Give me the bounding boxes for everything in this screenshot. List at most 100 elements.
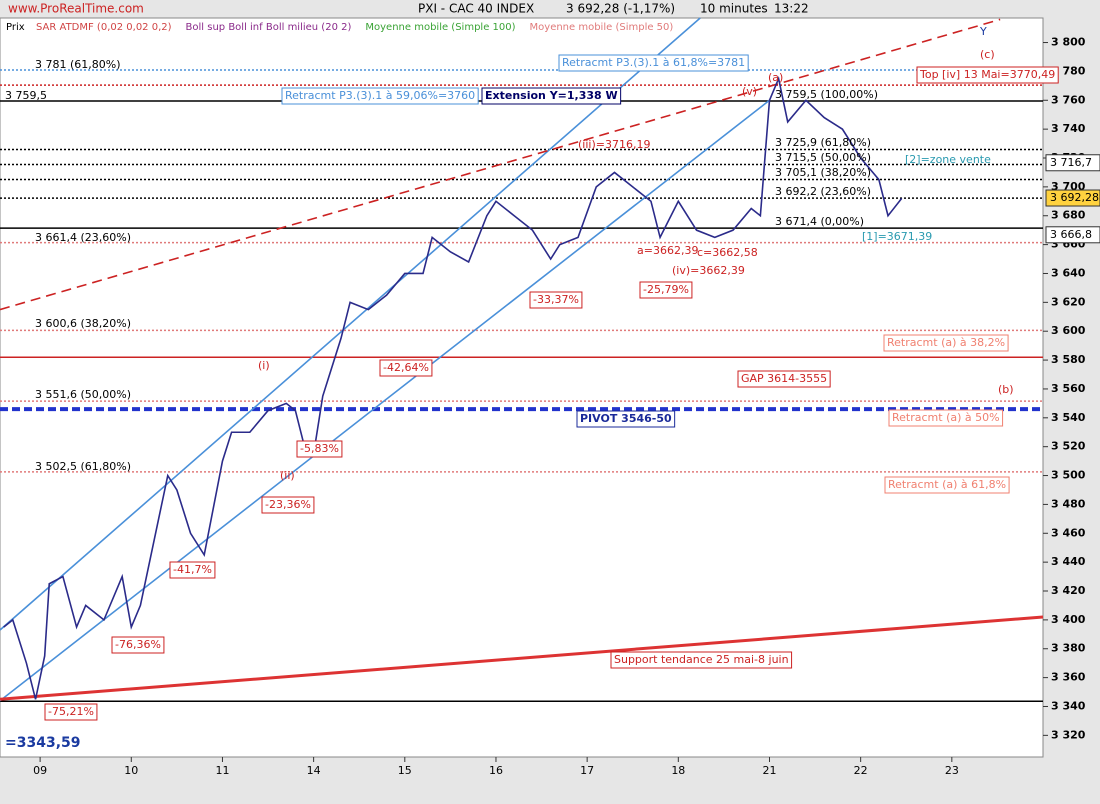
annotation-box xyxy=(558,54,749,72)
annotation-box xyxy=(737,370,831,388)
annotation: 3 671,4 (0,00%) xyxy=(775,215,864,228)
annotation: 3 725,9 (61,80%) xyxy=(775,136,871,149)
y-tick-label: 3 620 xyxy=(1051,295,1086,308)
annotation: Support tendance 25 mai-8 juin xyxy=(614,653,789,666)
annotation-box xyxy=(529,291,583,309)
annotation: Retracmt (a) à 61,8% xyxy=(888,478,1006,491)
y-tick-label: 3 460 xyxy=(1051,526,1086,539)
annotation: a=3662,39 xyxy=(637,244,698,257)
annotation: GAP 3614-3555 xyxy=(741,372,827,385)
annotation: -5,83% xyxy=(300,442,339,455)
annotation: 3 781 (61,80%) xyxy=(35,58,121,71)
y-tick-label: 3 800 xyxy=(1051,36,1086,49)
annotation: =3343,59 xyxy=(5,735,81,751)
annotation: (v) xyxy=(742,85,757,98)
price-line xyxy=(3,75,903,700)
x-tick-label: 22 xyxy=(854,764,868,777)
x-tick-label: 15 xyxy=(398,764,412,777)
y-tick-label: 3 400 xyxy=(1051,613,1086,626)
annotation-box xyxy=(884,476,1010,494)
price-box-label: 3 666,8 xyxy=(1050,228,1092,241)
annotation-box xyxy=(888,409,1004,427)
annotation: -23,36% xyxy=(265,498,311,511)
legend-entry: Boll sup Boll inf Boll milieu (20 2) xyxy=(186,22,352,33)
trend-line xyxy=(0,99,770,702)
annotation-box xyxy=(281,87,479,105)
annotation: 3 502,5 (61,80%) xyxy=(35,460,131,473)
price-box-label: 3 692,28 xyxy=(1050,191,1099,204)
x-tick-label: 10 xyxy=(124,764,138,777)
annotation: Retracmt (a) à 38,2% xyxy=(887,336,1005,349)
y-tick-label: 3 520 xyxy=(1051,440,1086,453)
y-tick-label: 3 600 xyxy=(1051,324,1086,337)
annotation: -75,21% xyxy=(48,705,94,718)
annotation-box xyxy=(261,496,315,514)
annotation: [1]=3671,39 xyxy=(862,230,932,243)
y-tick-label: 3 740 xyxy=(1051,122,1086,135)
plot-area xyxy=(0,17,1044,758)
price-label: Prix xyxy=(6,22,25,33)
annotation-box xyxy=(883,334,1009,352)
annotation: (ii) xyxy=(280,469,295,482)
y-tick-label: 3 580 xyxy=(1051,353,1086,366)
price-box-label: 3 716,7 xyxy=(1050,156,1092,169)
annotation: c=3662,58 xyxy=(697,246,758,259)
annotation: (b) xyxy=(998,383,1014,396)
y-tick-label: 3 540 xyxy=(1051,411,1086,424)
annotation-box xyxy=(639,281,693,299)
y-tick-label: 3 480 xyxy=(1051,497,1086,510)
annotation-box xyxy=(379,359,433,377)
price-box xyxy=(1045,226,1100,244)
y-tick-label: 3 360 xyxy=(1051,671,1086,684)
y-tick-label: 3 780 xyxy=(1051,64,1086,77)
legend-entry: Moyenne mobile (Simple 50) xyxy=(530,22,674,33)
annotation: 3 759,5 xyxy=(5,89,47,102)
trend-line xyxy=(0,17,701,631)
x-tick-label: 21 xyxy=(762,764,776,777)
annotation-box xyxy=(296,440,343,458)
x-tick-label: 09 xyxy=(33,764,47,777)
y-tick-label: 3 560 xyxy=(1051,382,1086,395)
annotation: -42,64% xyxy=(383,361,429,374)
time: 13:22 xyxy=(774,2,809,16)
annotation: 3 692,2 (23,60%) xyxy=(775,185,871,198)
annotation-box xyxy=(916,66,1059,84)
y-tick-label: 3 320 xyxy=(1051,728,1086,741)
annotation: Top [iv] 13 Mai=3770,49 xyxy=(919,68,1055,81)
price-box xyxy=(1045,189,1100,207)
annotation: Retracmt (a) à 50% xyxy=(892,411,1000,424)
site: www.ProRealTime.com xyxy=(8,2,144,16)
y-tick-label: 3 380 xyxy=(1051,642,1086,655)
annotation-box xyxy=(481,87,622,105)
annotation: PIVOT 3546-50 xyxy=(580,412,672,425)
x-tick-label: 16 xyxy=(489,764,503,777)
annotation: Retracmt P3.(3).1 à 59,06%=3760 xyxy=(285,89,475,102)
y-tick-label: 3 500 xyxy=(1051,469,1086,482)
annotation: Extension Y=1,338 W xyxy=(485,89,618,102)
annotation: (iii)=3716,19 xyxy=(578,138,650,151)
annotation: -25,79% xyxy=(643,283,689,296)
x-tick-label: 11 xyxy=(215,764,229,777)
y-tick-label: 3 420 xyxy=(1051,584,1086,597)
annotation-box xyxy=(576,410,676,428)
y-tick-label: 3 340 xyxy=(1051,699,1086,712)
legend-entry: SAR ATDMF (0,02 0,02 0,2) xyxy=(36,22,172,33)
annotation: Retracmt P3.(3).1 à 61,8%=3781 xyxy=(562,56,745,69)
annotation-box xyxy=(111,636,165,654)
annotation: -41,7% xyxy=(173,563,212,576)
annotation-box xyxy=(44,703,98,721)
annotation: 3 661,4 (23,60%) xyxy=(35,231,131,244)
annotation: [2]=zone vente xyxy=(905,153,991,166)
annotation: 3 551,6 (50,00%) xyxy=(35,388,131,401)
annotation: 3 715,5 (50,00%) xyxy=(775,151,871,164)
price-box xyxy=(1045,154,1100,172)
y-tick-label: 3 760 xyxy=(1051,93,1086,106)
x-tick-label: 17 xyxy=(580,764,594,777)
trend-line xyxy=(0,18,1001,311)
annotation: (i) xyxy=(258,359,270,372)
annotation: (a) xyxy=(768,71,783,84)
trend-line xyxy=(0,615,1044,701)
y-tick-label: 3 440 xyxy=(1051,555,1086,568)
period: 10 minutes xyxy=(700,2,768,16)
